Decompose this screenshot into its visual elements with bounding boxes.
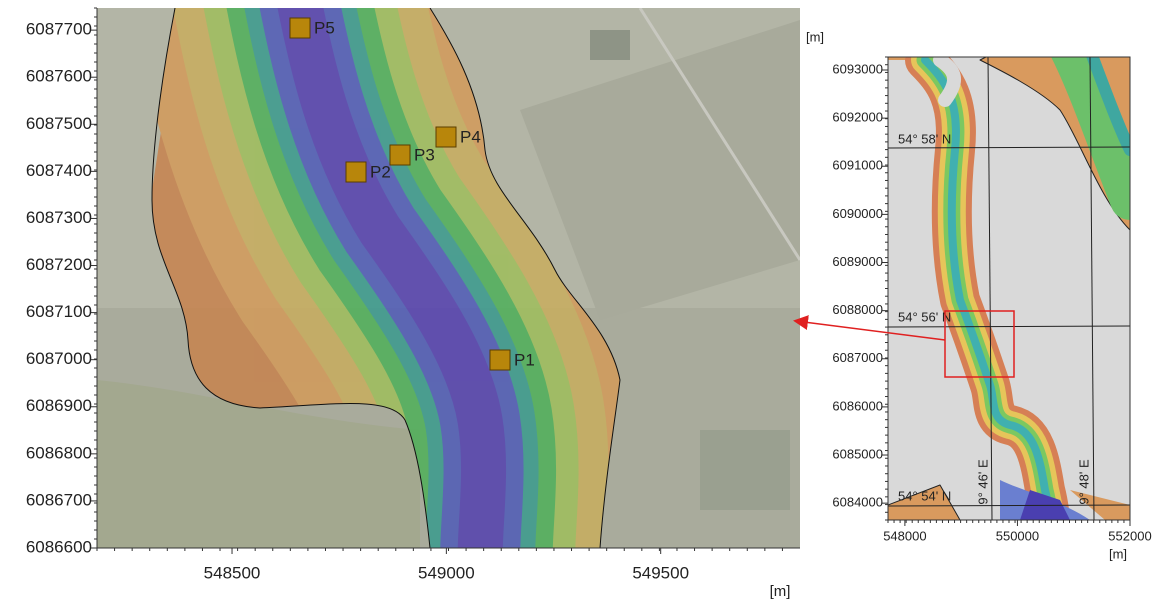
x-tick-label: 549000 [418, 563, 475, 582]
x-tick-label: 548500 [204, 563, 261, 582]
figure: P1 P2 P3 P4 P5 [m] [0, 0, 1157, 606]
y-tick-label: 6086600 [26, 537, 92, 556]
y-tick-label: 6086000 [832, 398, 883, 413]
point-marker [490, 350, 510, 370]
point-label: P5 [314, 18, 335, 37]
point-marker [436, 127, 456, 147]
y-tick-label: 6086700 [26, 490, 92, 509]
y-tick-label: 6087000 [26, 349, 92, 368]
x-unit: [m] [770, 583, 791, 600]
point-label: P4 [460, 127, 481, 146]
y-tick-label: 6090000 [832, 206, 883, 221]
y-tick-label: 6086800 [26, 443, 92, 462]
x-unit: [m] [1109, 546, 1127, 561]
y-tick-label: 6087700 [26, 20, 92, 39]
latitude-label: 54° 58' N [898, 131, 951, 146]
y-tick-label: 6093000 [832, 61, 883, 76]
latitude-label: 54° 56' N [898, 309, 951, 324]
x-tick-label: 550000 [996, 528, 1039, 543]
inset-map [888, 50, 1130, 525]
y-tick-label: 6087300 [26, 208, 92, 227]
y-tick-label: 6087400 [26, 161, 92, 180]
x-tick-label: 552000 [1108, 528, 1151, 543]
y-tick-label: 6086900 [26, 396, 92, 415]
x-tick-label: 548000 [883, 528, 926, 543]
point-label: P1 [514, 350, 535, 369]
y-tick-label: 6092000 [832, 110, 883, 125]
longitude-label: 9° 46' E [975, 459, 990, 505]
point-label: P3 [414, 145, 435, 164]
y-tick-label: 6087500 [26, 114, 92, 133]
point-label: P2 [370, 162, 391, 181]
y-unit: [m] [806, 29, 824, 44]
point-marker [390, 145, 410, 165]
y-tick-label: 6091000 [832, 158, 883, 173]
longitude-label: 9° 48' E [1076, 459, 1091, 505]
latitude-label: 54° 54' N [898, 488, 951, 503]
y-tick-label: 6087000 [832, 350, 883, 365]
main-map [97, 0, 800, 560]
x-tick-label: 549500 [632, 563, 689, 582]
y-tick-label: 6087100 [26, 302, 92, 321]
y-tick-label: 6084000 [832, 495, 883, 510]
y-tick-label: 6087200 [26, 255, 92, 274]
y-tick-label: 6089000 [832, 254, 883, 269]
point-marker [290, 18, 310, 38]
y-tick-label: 6087600 [26, 67, 92, 86]
y-tick-label: 6085000 [832, 446, 883, 461]
point-marker [346, 162, 366, 182]
y-tick-label: 6088000 [832, 302, 883, 317]
